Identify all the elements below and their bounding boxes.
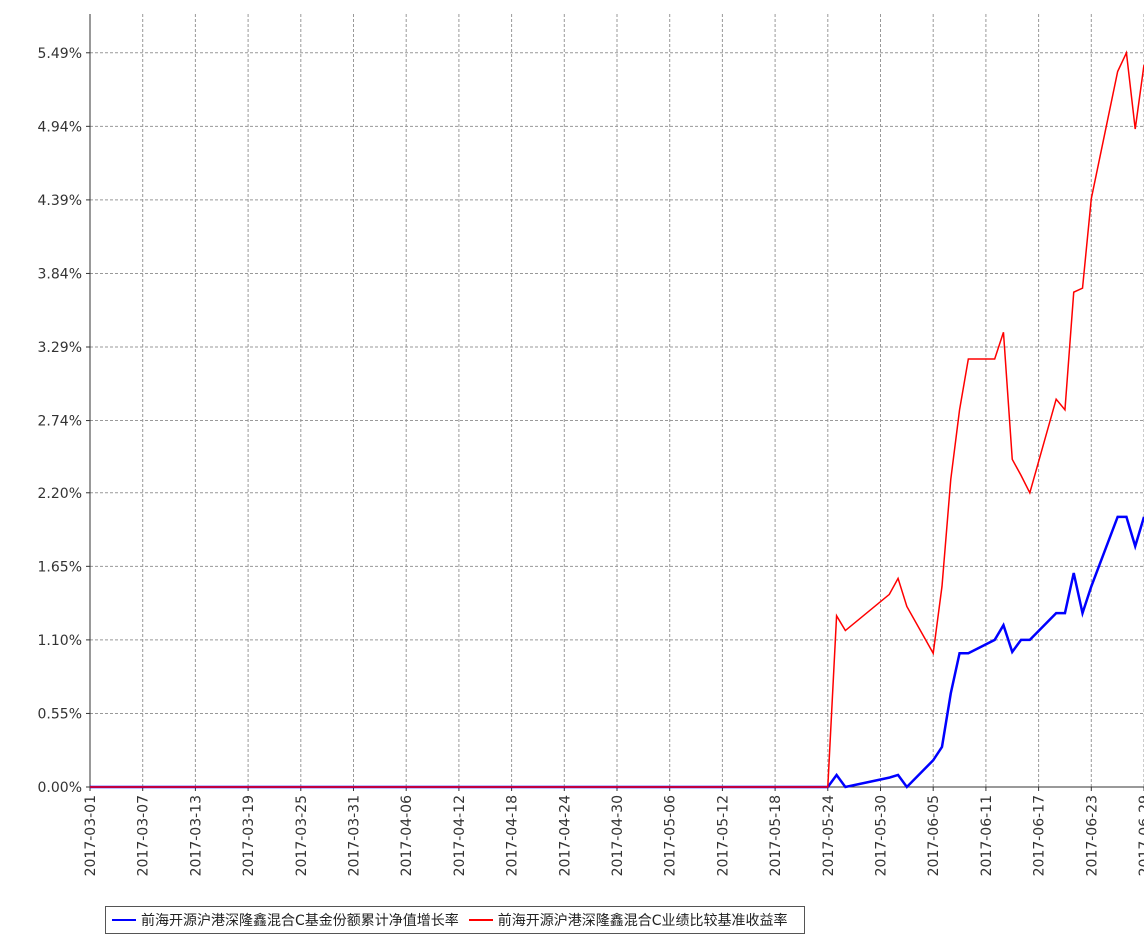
x-tick-label: 2017-03-19 bbox=[241, 795, 257, 876]
x-tick-label: 2017-03-07 bbox=[136, 795, 152, 876]
y-tick-label: 3.29% bbox=[38, 340, 82, 356]
x-tick-label: 2017-04-12 bbox=[452, 795, 468, 876]
y-tick-label: 1.10% bbox=[38, 633, 82, 649]
x-tick-label: 2017-06-23 bbox=[1084, 795, 1100, 876]
y-tick-label: 3.84% bbox=[38, 266, 82, 282]
x-tick-label: 2017-05-06 bbox=[663, 795, 679, 876]
x-tick-label: 2017-05-24 bbox=[821, 795, 837, 876]
legend: 前海开源沪港深隆鑫混合C基金份额累计净值增长率 前海开源沪港深隆鑫混合C业绩比较基… bbox=[105, 906, 805, 934]
x-tick-label: 2017-03-13 bbox=[188, 795, 204, 876]
chart: 0.00% 0.55% 1.10% 1.65% 2.20% 2.74% 3.29% 3.84%… bbox=[38, 14, 1144, 876]
legend-label: 前海开源沪港深隆鑫混合C基金份额累计净值增长率 bbox=[141, 913, 459, 929]
x-tick-label: 2017-04-24 bbox=[557, 795, 573, 876]
y-tick-label: 0.00% bbox=[38, 780, 82, 796]
x-tick-label: 2017-04-18 bbox=[505, 795, 521, 876]
y-tick-label: 2.74% bbox=[38, 414, 82, 430]
data-line bbox=[90, 50, 1144, 788]
y-tick-label: 4.94% bbox=[38, 119, 82, 135]
x-tick-label: 2017-05-18 bbox=[768, 795, 784, 876]
y-tick-label: 0.55% bbox=[38, 706, 82, 722]
legend-swatch bbox=[112, 919, 136, 921]
x-tick-label: 2017-03-01 bbox=[83, 795, 99, 876]
legend-item: 前海开源沪港深隆鑫混合C基金份额累计净值增长率 bbox=[112, 910, 459, 930]
data-line bbox=[90, 515, 1144, 789]
y-tick-label: 5.49% bbox=[38, 46, 82, 62]
y-tick-label: 2.20% bbox=[38, 486, 82, 502]
x-tick-label: 2017-06-05 bbox=[926, 795, 942, 876]
x-tick-label: 2017-03-31 bbox=[347, 795, 363, 876]
x-tick-label: 2017-06-17 bbox=[1032, 795, 1048, 876]
x-tick-label: 2017-05-12 bbox=[715, 795, 731, 876]
legend-label: 前海开源沪港深隆鑫混合C业绩比较基准收益率 bbox=[497, 913, 788, 929]
legend-swatch bbox=[468, 919, 493, 921]
x-tick-label: 2017-03-25 bbox=[294, 795, 310, 876]
x-tick-label: 2017-06-29 bbox=[1137, 795, 1144, 876]
x-tick-label: 2017-04-30 bbox=[610, 795, 626, 876]
x-tick-label: 2017-05-30 bbox=[874, 795, 890, 876]
y-tick-label: 1.65% bbox=[38, 559, 82, 575]
y-tick-label: 4.39% bbox=[38, 193, 82, 209]
x-tick-label: 2017-04-06 bbox=[399, 795, 415, 876]
legend-item: 前海开源沪港深隆鑫混合C业绩比较基准收益率 bbox=[468, 910, 788, 930]
x-tick-label: 2017-06-11 bbox=[979, 795, 995, 876]
